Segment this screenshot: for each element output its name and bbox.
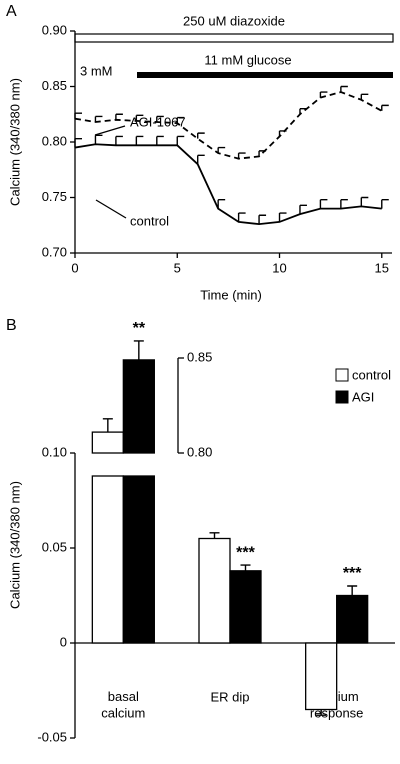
x-tick-label: 15	[375, 260, 389, 275]
legend-swatch	[335, 368, 349, 382]
diazoxide-bar	[74, 33, 394, 43]
annotation: 3 mM	[80, 63, 113, 78]
data-line	[74, 91, 383, 160]
error-bar	[156, 115, 164, 123]
error-bar	[135, 135, 144, 146]
bar	[122, 359, 155, 454]
y-tick-label: 0.80	[42, 133, 67, 148]
bar	[91, 475, 124, 644]
significance: ***	[236, 544, 255, 561]
y-tick-label: 0.85	[42, 78, 67, 93]
error-bar	[340, 199, 348, 209]
y-tick-label: 0.10	[42, 444, 67, 459]
y2-tick-label: 0.85	[187, 349, 212, 364]
bar	[122, 475, 155, 644]
error-bar	[135, 114, 144, 121]
error-bar	[74, 137, 82, 148]
y-tick-label: 0.90	[42, 22, 67, 37]
error-bar	[381, 199, 389, 209]
series-label: control	[130, 213, 169, 228]
annotation: 250 uM diazoxide	[183, 13, 285, 28]
y-tick-label: 0.05	[42, 539, 67, 554]
x-tick-label: basal calcium	[101, 689, 145, 720]
error-bar	[319, 91, 328, 98]
error-bar	[240, 564, 251, 571]
bar	[336, 594, 369, 644]
error-bar	[347, 585, 358, 596]
bar	[198, 537, 231, 644]
significance: ***	[343, 565, 362, 582]
error-bar	[258, 214, 267, 225]
error-bar	[197, 132, 205, 139]
error-bar	[115, 135, 123, 146]
error-bar	[299, 204, 307, 215]
legend-label: AGI	[352, 389, 374, 404]
panel-label: A	[6, 3, 17, 20]
error-bar	[258, 150, 267, 157]
error-bar	[102, 418, 113, 433]
error-bar	[115, 113, 123, 120]
x-axis-title: Time (min)	[200, 287, 262, 302]
error-bar	[209, 532, 220, 539]
x-tick-label: ER dip	[210, 689, 249, 704]
error-bar	[176, 116, 185, 124]
error-bar	[217, 199, 226, 209]
legend-swatch	[335, 390, 349, 404]
error-bar	[319, 199, 328, 209]
error-bar	[340, 85, 348, 93]
error-bar	[360, 196, 369, 207]
y-tick-label: 0.75	[42, 189, 67, 204]
legend-label: control	[352, 367, 391, 382]
panel-label: B	[6, 317, 17, 334]
bar	[305, 642, 338, 711]
error-bar	[74, 112, 82, 119]
error-bar	[360, 93, 369, 100]
error-bar	[94, 134, 103, 145]
bar	[91, 431, 124, 454]
error-bar	[133, 340, 144, 360]
x-tick-label: 5	[174, 260, 181, 275]
error-bar	[156, 135, 164, 146]
error-bar	[176, 135, 185, 146]
error-bar	[197, 154, 205, 165]
error-bar	[237, 152, 246, 159]
x-tick-label: 10	[272, 260, 286, 275]
error-bar	[316, 709, 327, 716]
error-bar	[278, 212, 287, 222]
error-bar	[94, 115, 103, 123]
error-bar	[299, 108, 307, 115]
y-axis-title: Calcium (340/380 nm)	[7, 481, 22, 609]
error-bar	[237, 212, 246, 222]
bar	[229, 570, 262, 644]
data-line	[74, 143, 382, 226]
annotation: 11 mM glucose	[204, 52, 291, 67]
error-bar	[217, 146, 226, 154]
leader-line	[94, 125, 126, 136]
y-tick-label: 0.70	[42, 244, 67, 259]
leader-line	[95, 199, 127, 219]
y2-tick-label: 0.80	[187, 444, 212, 459]
y-tick-label: 0	[60, 634, 67, 649]
significance: **	[133, 320, 146, 337]
y-axis-title: Calcium (340/380 nm)	[7, 78, 22, 206]
error-bar	[278, 130, 287, 137]
error-bar	[381, 104, 389, 111]
glucose-bar	[137, 72, 393, 78]
y-tick-label: -0.05	[37, 729, 67, 744]
x-tick-label: 0	[71, 260, 78, 275]
